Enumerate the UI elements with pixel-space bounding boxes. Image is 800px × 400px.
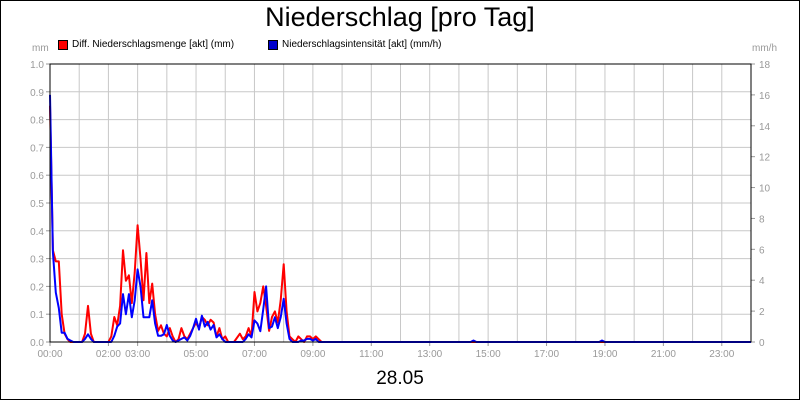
right-axis-tick-label: 6	[759, 245, 765, 256]
x-axis-tick-label: 09:00	[300, 349, 325, 360]
right-axis-tick-label: 12	[759, 153, 771, 164]
left-axis-tick-label: 0.1	[30, 310, 44, 321]
x-axis-tick-label: 07:00	[242, 349, 267, 360]
left-axis-tick-label: 0.2	[30, 282, 44, 293]
x-axis-tick-label: 19:00	[592, 349, 617, 360]
x-axis-tick-label: 02:00	[96, 349, 121, 360]
right-axis-tick-label: 16	[759, 91, 771, 102]
left-axis-unit: mm	[32, 43, 49, 54]
x-axis-tick-label: 11:00	[359, 349, 384, 360]
right-axis-tick-label: 4	[759, 276, 765, 287]
x-axis-tick-label: 17:00	[534, 349, 559, 360]
left-axis-tick-label: 0.6	[30, 171, 44, 182]
x-axis-tick-label: 13:00	[417, 349, 442, 360]
x-axis-tick-label: 21:00	[651, 349, 676, 360]
legend-swatch-red-icon	[58, 39, 68, 50]
left-axis-tick-label: 0.0	[30, 338, 44, 349]
left-axis-tick-label: 0.7	[30, 143, 44, 154]
right-axis-tick-label: 0	[759, 338, 765, 349]
legend-swatch-blue-icon	[268, 39, 278, 50]
right-axis-tick-label: 18	[759, 60, 771, 71]
right-axis-tick-label: 14	[759, 122, 771, 133]
x-axis-tick-label: 05:00	[184, 349, 209, 360]
left-axis-tick-label: 0.9	[30, 88, 44, 99]
plot-border	[49, 63, 752, 343]
x-axis-tick-label: 15:00	[476, 349, 501, 360]
left-axis-tick-label: 0.8	[30, 116, 44, 127]
legend-label-intensitaet: Niederschlagsintensität [akt] (mm/h)	[282, 39, 442, 50]
left-axis-tick-label: 1.0	[30, 60, 44, 71]
legend-entry-menge: Diff. Niederschlagsmenge [akt] (mm)	[58, 39, 234, 50]
left-axis-tick-label: 0.3	[30, 255, 44, 266]
date-label: 28.05	[376, 368, 424, 389]
legend-entry-intensitaet: Niederschlagsintensität [akt] (mm/h)	[268, 39, 442, 50]
chart-title: Niederschlag [pro Tag]	[265, 2, 535, 32]
right-axis-unit: mm/h	[752, 43, 777, 54]
right-axis-tick-label: 10	[759, 184, 771, 195]
right-axis-tick-label: 2	[759, 307, 765, 318]
x-axis-tick-label: 00:00	[37, 349, 62, 360]
legend-label-menge: Diff. Niederschlagsmenge [akt] (mm)	[72, 39, 235, 50]
right-axis-tick-label: 8	[759, 214, 765, 225]
left-axis-tick-label: 0.4	[30, 227, 44, 238]
x-axis-tick-label: 03:00	[125, 349, 150, 360]
x-axis-tick-label: 23:00	[709, 349, 734, 360]
left-axis-tick-label: 0.5	[30, 199, 44, 210]
